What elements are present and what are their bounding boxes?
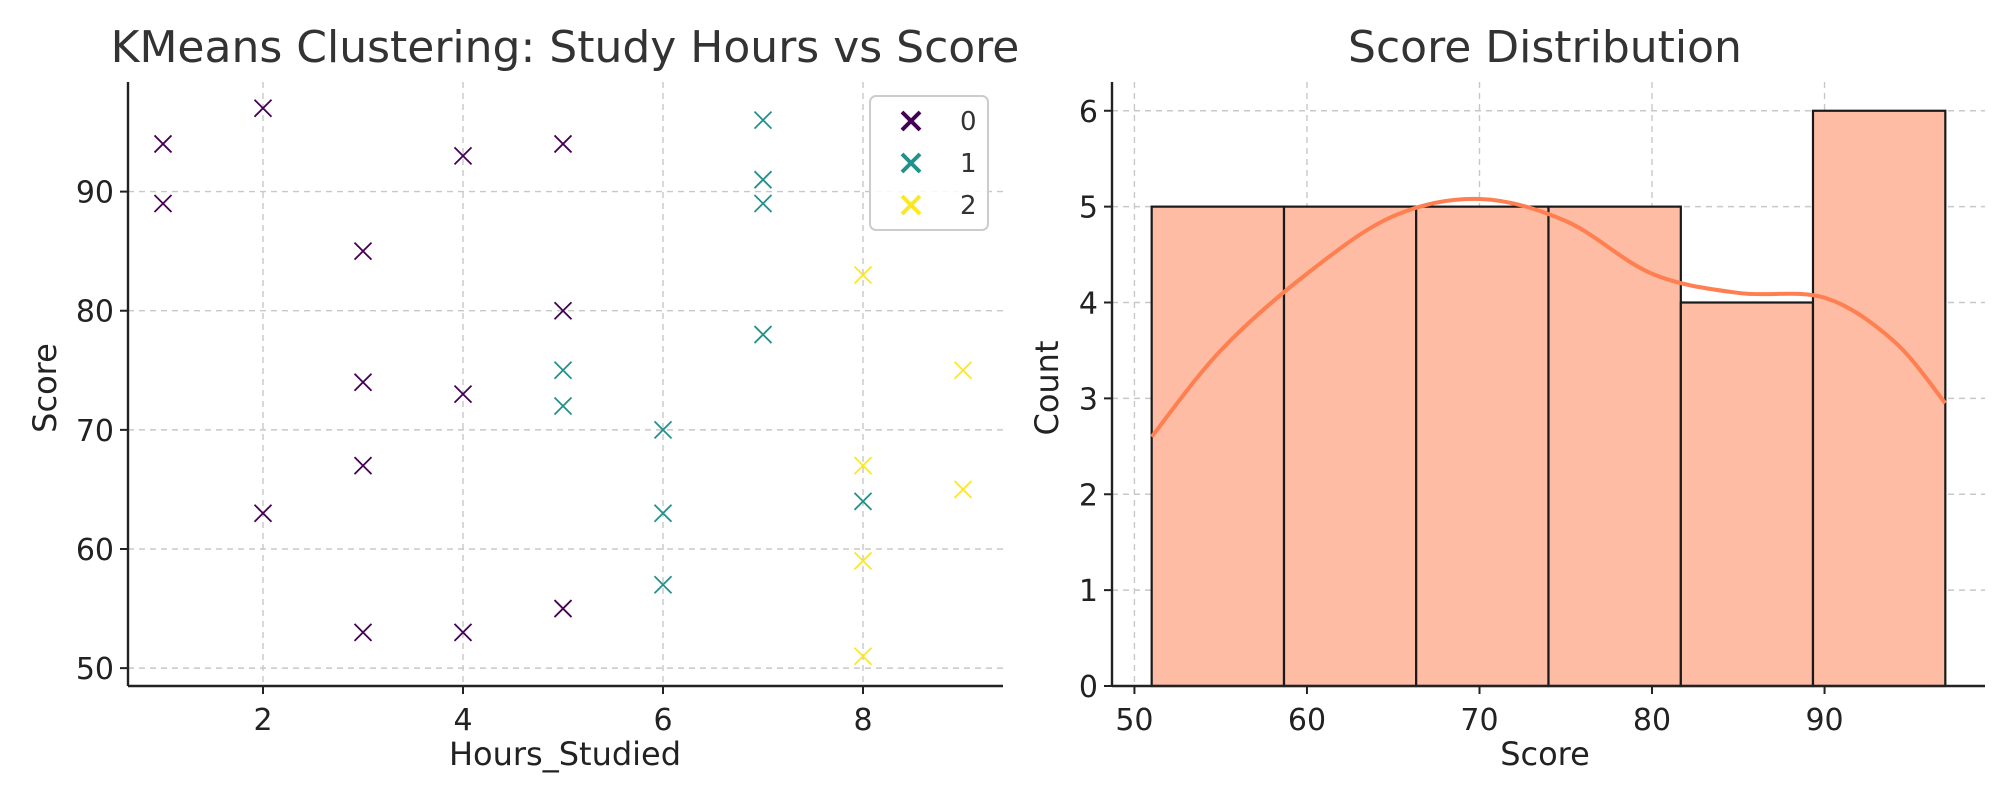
legend-box [869, 95, 989, 231]
hist-xtick-label: 80 [1633, 703, 1671, 738]
kde-curve [1150, 196, 1947, 438]
scatter-point-cluster-0 [353, 373, 373, 392]
scatter-point-cluster-1 [753, 325, 773, 344]
scatter-point-cluster-1 [653, 420, 673, 440]
hist-ytick-label: 0 [1079, 670, 1098, 705]
scatter-point-cluster-2 [853, 647, 873, 666]
scatter-ytick-label: 70 [76, 414, 114, 449]
hist-bars [1150, 109, 1947, 688]
scatter-point-cluster-0 [453, 146, 473, 165]
scatter-ytick-label: 80 [76, 295, 114, 330]
scatter-xtick-label: 6 [653, 703, 672, 738]
hist-xtick-label: 60 [1288, 703, 1326, 738]
hist-xtick-label: 70 [1460, 703, 1498, 738]
scatter-point-cluster-0 [453, 384, 473, 404]
scatter-point-cluster-1 [553, 361, 573, 380]
legend-marker-0 [900, 110, 922, 132]
scatter-point-cluster-1 [753, 110, 773, 130]
scatter-gridlines [128, 82, 1003, 686]
hist-bar [1679, 301, 1815, 688]
scatter-ytick-label: 90 [76, 176, 114, 211]
hist-ytick-label: 1 [1079, 574, 1098, 609]
hist-ylabel: Count [1028, 340, 1066, 435]
scatter-point-cluster-1 [753, 194, 773, 213]
scatter-point-cluster-0 [153, 134, 173, 154]
scatter-point-cluster-0 [153, 194, 173, 213]
hist-bar [1415, 205, 1550, 688]
legend-marker-1 [900, 152, 922, 174]
scatter-point-cluster-1 [653, 575, 673, 594]
scatter-point-cluster-0 [353, 623, 373, 642]
hist-ytick-label: 6 [1079, 95, 1098, 130]
scatter-point-cluster-0 [253, 99, 273, 118]
scatter-point-cluster-0 [453, 623, 473, 642]
hist-ticks: 50 60 70 80 90 0 1 2 3 4 5 6 [1079, 95, 1844, 738]
legend-label-2: 2 [960, 191, 977, 221]
legend-label-1: 1 [960, 149, 977, 179]
scatter-point-cluster-2 [953, 361, 973, 380]
legend-marker-2 [900, 194, 922, 216]
scatter-point-cluster-0 [253, 504, 273, 523]
scatter-ytick-label: 50 [76, 652, 114, 687]
scatter-point-cluster-2 [853, 265, 873, 285]
hist-ytick-label: 3 [1079, 382, 1098, 417]
scatter-point-cluster-0 [553, 301, 573, 320]
scatter-point-cluster-0 [353, 242, 373, 261]
scatter-xtick-label: 8 [853, 703, 872, 738]
scatter-point-cluster-2 [953, 480, 973, 499]
scatter-point-cluster-1 [753, 170, 773, 189]
scatter-xlabel: Hours_Studied [449, 735, 681, 773]
scatter-xtick-label: 2 [253, 703, 272, 738]
hist-xtick-label: 90 [1805, 703, 1843, 738]
hist-bar [1282, 205, 1418, 688]
scatter-ticks: 2 4 6 8 50 60 70 80 90 [76, 176, 873, 738]
scatter-points [153, 99, 973, 666]
hist-ytick-label: 4 [1079, 287, 1098, 322]
scatter-point-cluster-0 [353, 456, 373, 475]
scatter-ytick-label: 60 [76, 533, 114, 568]
scatter-point-cluster-1 [553, 396, 573, 416]
histogram-panel: Score Distribution Score Count 50 60 70 80 9… [1028, 22, 1985, 773]
scatter-point-cluster-1 [853, 492, 873, 511]
hist-bar [1150, 205, 1286, 688]
hist-ytick-label: 5 [1079, 191, 1098, 226]
hist-bar [1547, 205, 1682, 688]
hist-ytick-label: 2 [1079, 478, 1098, 513]
hist-xlabel: Score [1500, 735, 1590, 773]
scatter-point-cluster-2 [853, 551, 873, 571]
scatter-title: KMeans Clustering: Study Hours vs Score [111, 22, 1020, 73]
scatter-point-cluster-0 [553, 134, 573, 154]
hist-xtick-label: 50 [1115, 703, 1153, 738]
hist-title: Score Distribution [1348, 22, 1742, 73]
scatter-point-cluster-1 [653, 504, 673, 523]
legend-label-0: 0 [960, 107, 977, 137]
scatter-xtick-label: 4 [453, 703, 472, 738]
scatter-point-cluster-2 [853, 456, 873, 475]
scatter-ylabel: Score [26, 343, 64, 433]
scatter-point-cluster-0 [553, 599, 573, 618]
scatter-legend: 0 1 2 [869, 95, 989, 231]
hist-bar [1811, 109, 1947, 688]
scatter-panel: KMeans Clustering: Study Hours vs Score … [26, 22, 1019, 773]
